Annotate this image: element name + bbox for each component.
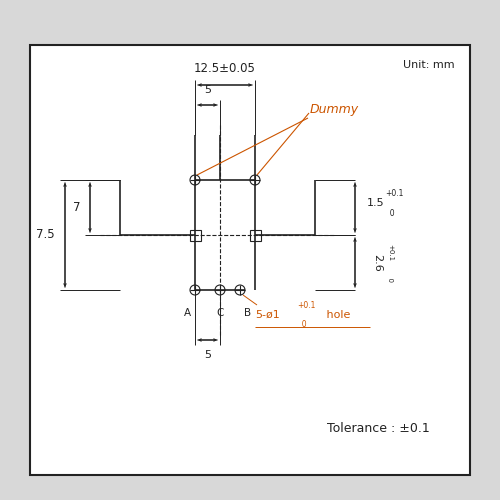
Text: +0.1: +0.1	[387, 244, 393, 261]
Text: Unit: mm: Unit: mm	[404, 60, 455, 70]
Bar	[190, 230, 200, 240]
Text: A: A	[184, 308, 190, 318]
Text: 5: 5	[204, 350, 211, 360]
Text: 0: 0	[387, 273, 393, 282]
Text: 5: 5	[204, 85, 211, 95]
Text: hole: hole	[323, 310, 350, 320]
Text: 7.5: 7.5	[36, 228, 55, 241]
Text: Dummy: Dummy	[310, 104, 359, 117]
Text: 12.5±0.05: 12.5±0.05	[194, 62, 256, 75]
Text: 2.6: 2.6	[372, 254, 382, 272]
Text: 1.5: 1.5	[367, 198, 384, 208]
Bar	[250, 230, 260, 240]
Text: 5-ø1: 5-ø1	[255, 310, 280, 320]
Text: 0: 0	[297, 320, 306, 329]
Text: C: C	[216, 308, 224, 318]
Text: B: B	[244, 308, 252, 318]
Text: 7: 7	[72, 201, 80, 214]
Text: +0.1: +0.1	[385, 188, 404, 198]
Bar	[30, 45, 470, 475]
Text: +0.1: +0.1	[297, 301, 316, 310]
Text: 0: 0	[385, 210, 394, 218]
Text: Tolerance : ±0.1: Tolerance : ±0.1	[327, 422, 430, 435]
